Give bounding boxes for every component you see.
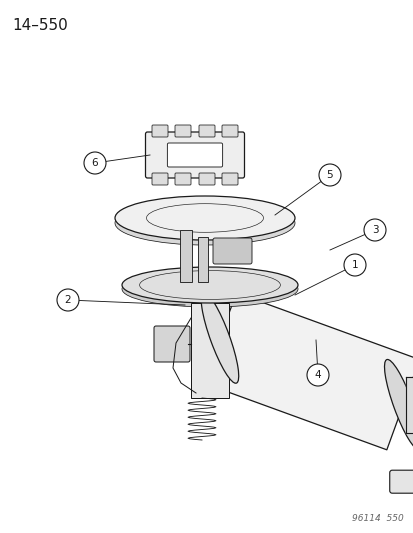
FancyBboxPatch shape bbox=[145, 132, 244, 178]
Ellipse shape bbox=[201, 293, 238, 383]
Polygon shape bbox=[203, 293, 413, 450]
Ellipse shape bbox=[115, 196, 294, 240]
FancyBboxPatch shape bbox=[389, 470, 413, 493]
Circle shape bbox=[343, 254, 365, 276]
FancyBboxPatch shape bbox=[175, 125, 190, 137]
Text: 4: 4 bbox=[314, 370, 320, 380]
Bar bbox=[197, 237, 207, 282]
FancyBboxPatch shape bbox=[167, 143, 222, 167]
FancyBboxPatch shape bbox=[212, 238, 252, 264]
Bar bbox=[180, 230, 192, 282]
Text: 14–550: 14–550 bbox=[12, 18, 68, 33]
FancyBboxPatch shape bbox=[175, 173, 190, 185]
Ellipse shape bbox=[384, 359, 413, 450]
Circle shape bbox=[363, 219, 385, 241]
Text: 5: 5 bbox=[326, 170, 332, 180]
Circle shape bbox=[57, 289, 79, 311]
Circle shape bbox=[318, 164, 340, 186]
Ellipse shape bbox=[122, 271, 297, 307]
FancyBboxPatch shape bbox=[221, 125, 237, 137]
FancyBboxPatch shape bbox=[154, 326, 190, 362]
FancyBboxPatch shape bbox=[199, 125, 214, 137]
FancyBboxPatch shape bbox=[199, 173, 214, 185]
Text: 2: 2 bbox=[64, 295, 71, 305]
Bar bbox=[190, 303, 228, 398]
Polygon shape bbox=[405, 377, 413, 433]
Ellipse shape bbox=[122, 267, 297, 303]
Text: 3: 3 bbox=[371, 225, 377, 235]
Circle shape bbox=[306, 364, 328, 386]
Text: 1: 1 bbox=[351, 260, 357, 270]
Ellipse shape bbox=[115, 201, 294, 245]
FancyBboxPatch shape bbox=[221, 173, 237, 185]
FancyBboxPatch shape bbox=[152, 173, 168, 185]
Text: 6: 6 bbox=[91, 158, 98, 168]
FancyBboxPatch shape bbox=[152, 125, 168, 137]
Circle shape bbox=[84, 152, 106, 174]
Text: 96114  550: 96114 550 bbox=[351, 514, 403, 523]
